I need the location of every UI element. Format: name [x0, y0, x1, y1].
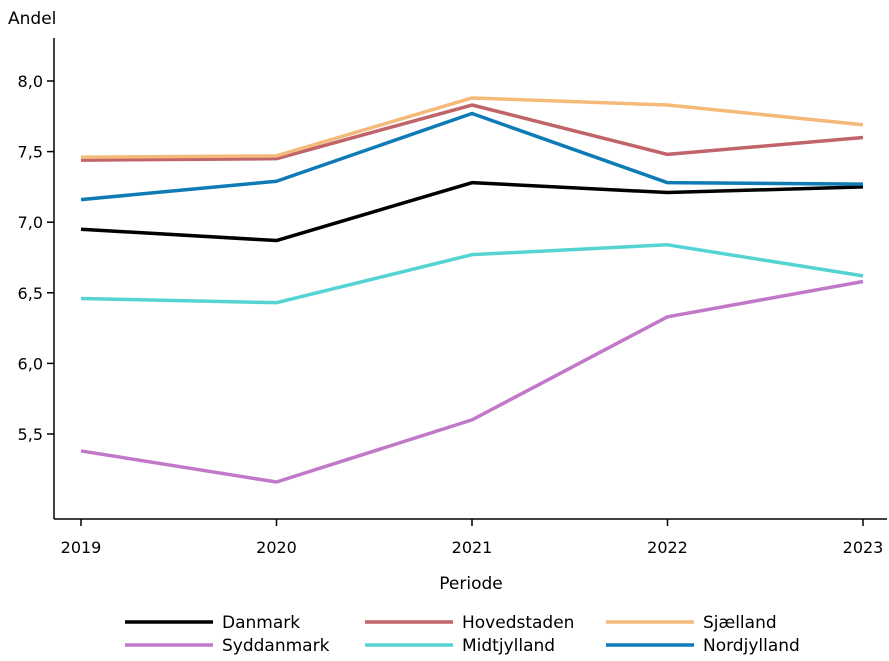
y-axis-ticks: 5,5 6,0 6,5 7,0 7,5 8,0 [18, 72, 54, 444]
series-line-sjælland [80, 96, 864, 159]
series-line-hovedstaden [80, 103, 864, 162]
legend-label: Sjælland [703, 613, 777, 633]
legend-label: Nordjylland [703, 636, 800, 656]
plot-area [80, 96, 864, 484]
x-tick-label: 2019 [61, 538, 102, 557]
y-tick-label: 7,0 [18, 213, 43, 232]
series-line-midtjylland [80, 243, 864, 305]
legend-label: Danmark [222, 613, 300, 633]
y-tick-label: 5,5 [18, 425, 43, 444]
x-tick-label: 2020 [256, 538, 297, 557]
y-tick-label: 8,0 [18, 72, 43, 91]
legend-label: Midtjylland [462, 636, 555, 656]
axes [53, 38, 887, 520]
legend-label: Hovedstaden [462, 613, 574, 633]
x-axis-title: Periode [439, 574, 502, 594]
x-tick-label: 2022 [647, 538, 688, 557]
y-tick-label: 6,0 [18, 354, 43, 373]
y-tick-label: 7,5 [18, 143, 43, 162]
x-tick-label: 2021 [452, 538, 493, 557]
y-axis-title: Andel [8, 9, 56, 29]
x-tick-label: 2023 [843, 538, 884, 557]
legend: Danmark Hovedstaden Sjælland Syddanmark Midt… [125, 613, 800, 656]
legend-label: Syddanmark [222, 636, 330, 656]
series-line-danmark [80, 180, 864, 243]
y-tick-label: 6,5 [18, 284, 43, 303]
x-axis-ticks: 2019 2020 2021 2022 2023 [61, 519, 884, 557]
series-line-nordjylland [80, 111, 864, 202]
series-line-syddanmark [80, 279, 864, 484]
